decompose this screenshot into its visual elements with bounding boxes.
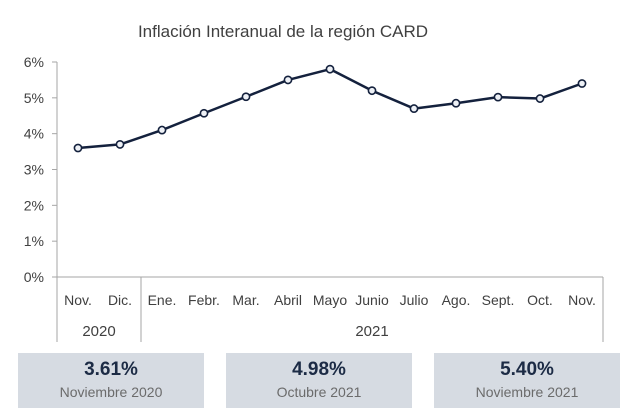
stat-label: Noviembre 2020 xyxy=(59,384,163,400)
data-point xyxy=(577,79,587,88)
data-point xyxy=(325,64,335,74)
y-tick-label: 6% xyxy=(24,54,44,70)
data-point xyxy=(199,108,209,118)
chart-axes xyxy=(56,62,604,342)
x-category-label: Nov. xyxy=(568,292,596,308)
data-point xyxy=(73,143,83,153)
data-point xyxy=(115,140,125,149)
x-category-label: Febr. xyxy=(188,292,220,308)
x-category-label: Mayo xyxy=(313,292,347,308)
year-group-label: 2021 xyxy=(355,323,388,340)
stat-value: 3.61% xyxy=(84,359,138,380)
y-tick-label: 5% xyxy=(24,90,44,106)
x-category-label: Ene. xyxy=(148,292,177,308)
y-tick-label: 3% xyxy=(24,162,44,178)
y-tick-label: 2% xyxy=(24,197,44,213)
stat-card-nov-2021: 5.40% Noviembre 2021 xyxy=(434,353,620,408)
data-point xyxy=(283,75,293,85)
inflation-line-chart: Inflación Interanual de la región CARD 0… xyxy=(24,22,604,342)
series-line xyxy=(73,64,587,153)
data-point xyxy=(157,125,167,135)
x-category-label: Sept. xyxy=(482,292,515,308)
stat-card-oct-2021: 4.98% Octubre 2021 xyxy=(226,353,412,408)
x-category-label: Oct. xyxy=(527,292,553,308)
year-group-label: 2020 xyxy=(82,323,115,340)
y-tick-label: 0% xyxy=(24,269,44,285)
data-point xyxy=(409,104,419,113)
data-point xyxy=(535,94,545,103)
x-category-label: Nov. xyxy=(64,292,92,308)
data-point xyxy=(493,92,503,102)
x-axis-year-groups: 2020 2021 xyxy=(82,277,389,342)
y-axis-ticks: 0% 1% 2% 3% 4% 5% 6% xyxy=(24,54,57,285)
stat-value: 5.40% xyxy=(500,359,554,380)
data-point xyxy=(451,98,461,108)
x-category-label: Dic. xyxy=(108,292,132,308)
x-category-label: Abril xyxy=(274,292,302,308)
data-point xyxy=(241,92,251,102)
x-category-label: Julio xyxy=(400,292,429,308)
x-axis-categories: Nov. Dic. Ene. Febr. Mar. Abril Mayo Junio Julio… xyxy=(64,292,596,308)
y-tick-label: 1% xyxy=(24,233,44,249)
stat-label: Octubre 2021 xyxy=(276,384,362,400)
x-category-label: Junio xyxy=(355,292,389,308)
stat-label: Noviembre 2021 xyxy=(475,384,579,400)
data-point xyxy=(367,86,377,96)
stat-card-nov-2020: 3.61% Noviembre 2020 xyxy=(18,353,204,408)
series-line-path xyxy=(77,67,583,150)
x-category-label: Mar. xyxy=(232,292,259,308)
chart-title: Inflación Interanual de la región CARD xyxy=(138,22,428,41)
stat-value: 4.98% xyxy=(292,359,346,380)
y-tick-label: 4% xyxy=(24,126,44,142)
x-category-label: Ago. xyxy=(442,292,471,308)
